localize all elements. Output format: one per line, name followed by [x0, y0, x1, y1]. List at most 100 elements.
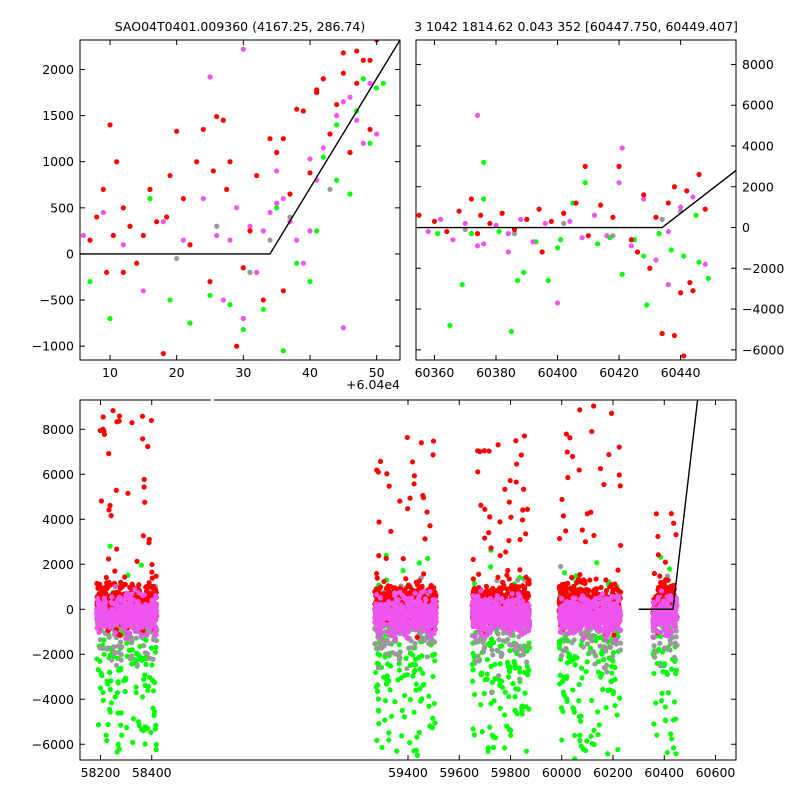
bottom-point-red — [430, 452, 435, 457]
bottom-point-green — [502, 745, 507, 750]
bottom-point-green — [513, 686, 518, 691]
bottom-point-red — [583, 539, 588, 544]
bottom-point-red — [101, 414, 106, 419]
bottom-point-gray — [604, 669, 609, 674]
bottom-point-green — [561, 692, 566, 697]
bottom-point-green — [392, 699, 397, 704]
bottom-point-red — [419, 584, 424, 589]
top-left-point-red — [141, 233, 146, 238]
top-left-point-gray — [174, 256, 179, 261]
bottom-point-green — [430, 674, 435, 679]
bottom-point-magenta — [559, 596, 564, 601]
top-right-point-red — [690, 288, 695, 293]
bottom-point-green — [142, 656, 147, 661]
top-left-point-red — [167, 173, 172, 178]
bottom-point-red — [663, 560, 668, 565]
top-left-point-red — [187, 242, 192, 247]
bottom-point-red — [570, 454, 575, 459]
bottom-point-magenta — [131, 597, 136, 602]
bottom-point-gray — [376, 665, 381, 670]
bottom-point-gray — [672, 655, 677, 660]
top-left-xtick-label: 10 — [102, 365, 118, 380]
bottom-point-green — [472, 732, 477, 737]
bottom-point-magenta — [396, 627, 401, 632]
bottom-point-green — [379, 745, 384, 750]
bottom-point-green — [579, 675, 584, 680]
bottom-point-red — [149, 562, 154, 567]
bottom-point-green — [472, 692, 477, 697]
top-right-point-red — [469, 196, 474, 201]
bottom-point-red — [591, 403, 596, 408]
bottom-point-green — [410, 673, 415, 678]
bottom-point-red — [415, 635, 420, 640]
bottom-point-green — [595, 709, 600, 714]
bottom-point-gray — [482, 645, 487, 650]
bottom-point-red — [501, 583, 506, 588]
bottom-point-magenta — [103, 624, 108, 629]
top-left-point-red — [214, 114, 219, 119]
bottom-point-green — [141, 677, 146, 682]
bottom-point-green — [131, 716, 136, 721]
bottom-point-green — [666, 690, 671, 695]
top-left-point-magenta — [341, 99, 346, 104]
bottom-point-magenta — [595, 600, 600, 605]
bottom-point-green — [470, 679, 475, 684]
bottom-point-red — [99, 498, 104, 503]
bottom-point-green — [426, 694, 431, 699]
bottom-point-red — [498, 553, 503, 558]
bottom-point-magenta — [94, 615, 99, 620]
top-right-point-green — [447, 323, 452, 328]
bottom-point-gray — [141, 643, 146, 648]
bottom-point-red — [603, 577, 608, 582]
bottom-point-green — [387, 687, 392, 692]
bottom-point-red — [505, 568, 510, 573]
top-right-point-green — [435, 231, 440, 236]
top-left-point-magenta — [161, 219, 166, 224]
bottom-point-magenta — [392, 593, 397, 598]
bottom-point-green — [144, 725, 149, 730]
bottom-point-magenta — [132, 587, 137, 592]
bottom-point-magenta — [565, 608, 570, 613]
bottom-point-green — [517, 669, 522, 674]
top-left-point-magenta — [247, 224, 252, 229]
bottom-point-green — [497, 678, 502, 683]
bottom-point-magenta — [516, 591, 521, 596]
bottom-point-green — [572, 733, 577, 738]
bottom-point-magenta — [593, 596, 598, 601]
bottom-point-red — [402, 587, 407, 592]
top-left-point-red — [87, 238, 92, 243]
bottom-point-green — [668, 731, 673, 736]
top-left-point-red — [367, 127, 372, 132]
top-left-point-red — [127, 224, 132, 229]
bottom-point-green — [417, 730, 422, 735]
bottom-point-magenta — [583, 614, 588, 619]
bottom-point-magenta — [417, 620, 422, 625]
bottom-point-magenta — [614, 601, 619, 606]
bottom-point-magenta — [119, 599, 124, 604]
top-right-point-magenta — [481, 241, 486, 246]
bottom-point-red — [401, 556, 406, 561]
bottom-point-red — [609, 411, 614, 416]
bottom-point-red — [522, 433, 527, 438]
bottom-point-magenta — [498, 606, 503, 611]
bottom-point-green — [408, 697, 413, 702]
bottom-point-gray — [581, 645, 586, 650]
bottom-point-red — [503, 549, 508, 554]
bottom-point-gray — [587, 650, 592, 655]
bottom-point-red — [482, 448, 487, 453]
bottom-point-gray — [372, 641, 377, 646]
bottom-point-green — [101, 652, 106, 657]
bottom-point-green — [594, 560, 599, 565]
top-right-point-red — [456, 209, 461, 214]
bottom-point-red — [656, 552, 661, 557]
bottom-point-green — [488, 701, 493, 706]
top-left-point-red — [281, 136, 286, 141]
bottom-point-gray — [593, 653, 598, 658]
bottom-point-green — [612, 703, 617, 708]
bottom-point-magenta — [421, 603, 426, 608]
bottom-point-magenta — [526, 628, 531, 633]
bottom-point-green — [151, 688, 156, 693]
top-right-point-red — [666, 200, 671, 205]
bottom-point-red — [421, 495, 426, 500]
bottom-point-magenta — [409, 595, 414, 600]
